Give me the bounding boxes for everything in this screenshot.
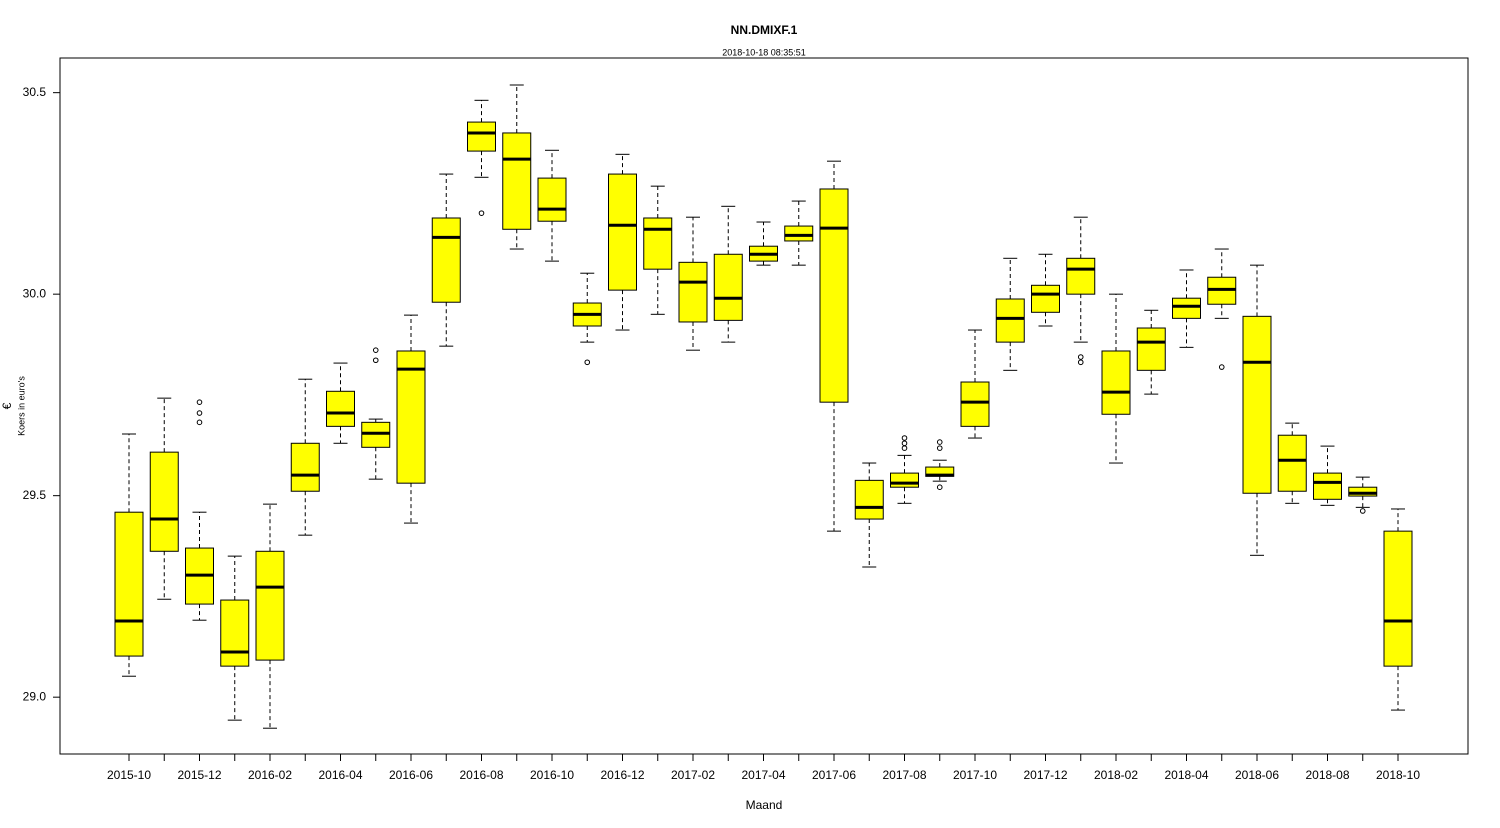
box (1383, 530, 1413, 667)
y-tick-label: 29.0 (23, 689, 47, 703)
x-tick-label: 2017-10 (953, 768, 997, 782)
box (713, 253, 743, 321)
x-tick-label: 2016-12 (600, 768, 644, 782)
box (1313, 472, 1342, 500)
outlier (936, 484, 943, 491)
box (608, 173, 637, 291)
box (396, 350, 426, 484)
outlier (901, 435, 908, 441)
x-tick-label: 2016-10 (530, 768, 574, 782)
box (854, 479, 884, 520)
box (1348, 486, 1378, 497)
outlier (936, 439, 943, 445)
outlier (196, 399, 203, 405)
y-axis-symbol: € (0, 402, 14, 409)
outlier (901, 445, 908, 451)
outlier (936, 445, 943, 451)
x-tick-label: 2018-04 (1164, 768, 1208, 782)
box (784, 225, 814, 242)
box (1066, 257, 1096, 295)
y-tick-label: 30.0 (23, 286, 47, 300)
box (149, 451, 179, 552)
box (467, 121, 496, 152)
x-tick-label: 2015-10 (107, 768, 151, 782)
box (1277, 434, 1307, 492)
box (255, 550, 285, 661)
outlier (372, 347, 379, 353)
box (326, 390, 355, 427)
outlier (1077, 359, 1084, 366)
box (537, 177, 567, 222)
x-tick-label: 2016-08 (459, 768, 503, 782)
x-tick-label: 2017-02 (671, 768, 715, 782)
x-tick-label: 2016-06 (389, 768, 433, 782)
x-tick-label: 2017-12 (1023, 768, 1067, 782)
box (220, 599, 250, 667)
chart-title: NN.DMIXF.1 (731, 23, 798, 37)
outlier (372, 357, 379, 364)
box (1172, 297, 1201, 319)
x-tick-label: 2015-12 (177, 768, 221, 782)
box (678, 261, 708, 323)
outlier (1077, 354, 1084, 360)
y-tick-label: 29.5 (23, 488, 47, 502)
outlier (196, 410, 203, 416)
box (819, 188, 849, 403)
y-axis-label: Koers in euro's (16, 376, 26, 436)
x-tick-label: 2018-02 (1094, 768, 1138, 782)
outlier (584, 359, 591, 366)
box (502, 132, 532, 230)
x-tick-label: 2018-06 (1235, 768, 1279, 782)
outlier (196, 419, 203, 426)
y-tick-label: 30.5 (23, 85, 47, 99)
box (643, 217, 673, 270)
box (1031, 284, 1060, 313)
outlier (478, 210, 485, 216)
box (290, 442, 320, 492)
box (995, 298, 1025, 343)
box (1136, 327, 1166, 371)
outlier (1359, 508, 1366, 514)
x-tick-label: 2018-08 (1305, 768, 1349, 782)
x-tick-label: 2017-04 (741, 768, 785, 782)
x-tick-label: 2017-06 (812, 768, 856, 782)
box (1242, 315, 1272, 494)
box (960, 381, 990, 427)
box (361, 421, 391, 448)
box (890, 472, 919, 488)
outlier (901, 440, 908, 447)
box (431, 217, 461, 303)
x-tick-label: 2016-02 (248, 768, 292, 782)
chart-subtitle: 2018-10-18 08:35:51 (722, 47, 806, 57)
x-tick-label: 2017-08 (882, 768, 926, 782)
x-tick-label: 2018-10 (1376, 768, 1420, 782)
box (1101, 350, 1131, 415)
outlier (1218, 364, 1225, 370)
x-axis-label: Maand (746, 798, 783, 812)
x-tick-label: 2016-04 (318, 768, 362, 782)
box (114, 511, 144, 657)
